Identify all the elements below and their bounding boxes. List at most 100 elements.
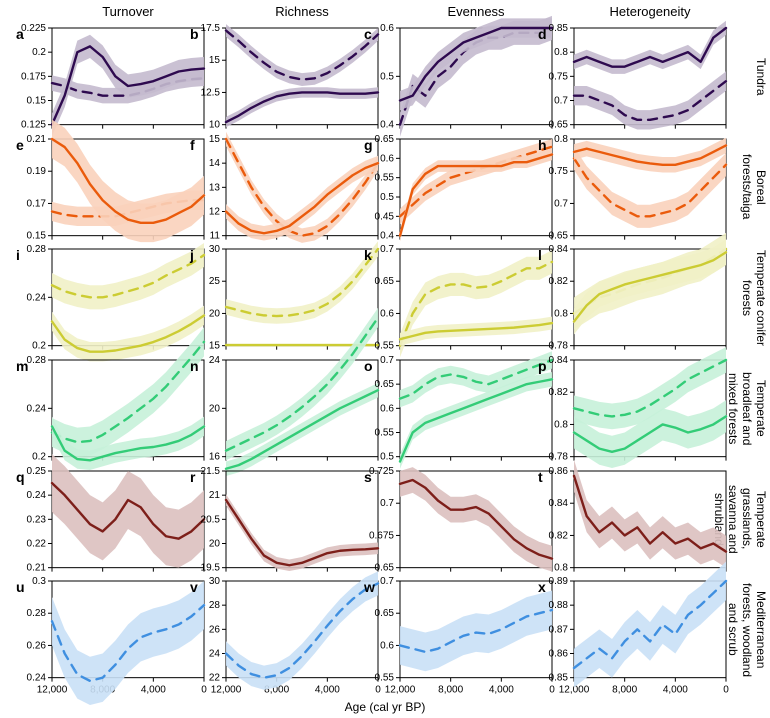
svg-text:30: 30 [209, 576, 221, 587]
panel-label: k [364, 247, 372, 263]
panel-x: 0.850.860.870.880.8912,0008,0004,0000 [574, 581, 726, 678]
row-title: Temperate conifer forests [740, 249, 768, 346]
panel-label: f [190, 137, 195, 153]
panel-w: 0.550.60.650.712,0008,0004,0000 [400, 581, 552, 678]
column-title: Richness [226, 4, 378, 19]
svg-text:0.7: 0.7 [380, 244, 394, 255]
panel-u: 0.240.260.280.312,0008,0004,0000 [52, 581, 204, 678]
svg-text:0.23: 0.23 [27, 514, 47, 525]
panel-b: 1012.51517.5 [226, 28, 378, 125]
svg-text:0.82: 0.82 [549, 530, 569, 541]
panel-c: 0.40.50.6 [400, 28, 552, 125]
svg-text:0.7: 0.7 [380, 576, 394, 587]
svg-text:0.65: 0.65 [375, 609, 395, 620]
svg-text:0.55: 0.55 [375, 172, 395, 183]
svg-text:0.24: 0.24 [27, 293, 47, 304]
svg-text:0.7: 0.7 [380, 498, 394, 509]
panel-h: 0.650.70.750.8 [574, 139, 726, 236]
svg-text:0.2: 0.2 [32, 452, 46, 463]
svg-text:0.22: 0.22 [27, 538, 47, 549]
svg-text:28: 28 [209, 600, 221, 611]
svg-text:0.725: 0.725 [369, 466, 394, 477]
svg-text:0.5: 0.5 [380, 192, 394, 203]
svg-text:0.87: 0.87 [549, 625, 569, 636]
svg-text:0.86: 0.86 [549, 649, 569, 660]
svg-text:0.75: 0.75 [549, 71, 569, 82]
svg-text:24: 24 [209, 355, 221, 366]
svg-text:0.65: 0.65 [549, 230, 569, 241]
svg-text:0.88: 0.88 [549, 600, 569, 611]
svg-text:14: 14 [209, 158, 221, 169]
svg-text:8,000: 8,000 [438, 685, 463, 696]
panel-j: 15202530 [226, 249, 378, 346]
svg-text:0.55: 0.55 [375, 341, 395, 352]
svg-text:0.65: 0.65 [375, 134, 395, 145]
svg-text:4,000: 4,000 [489, 685, 514, 696]
svg-text:21.5: 21.5 [201, 466, 221, 477]
svg-text:12,000: 12,000 [211, 685, 242, 696]
svg-text:0.6: 0.6 [380, 403, 394, 414]
svg-text:0.55: 0.55 [375, 428, 395, 439]
svg-text:20: 20 [209, 403, 221, 414]
panel-k: 0.550.60.650.7 [400, 249, 552, 346]
panel-e: 0.150.170.190.21 [52, 139, 204, 236]
svg-text:0.125: 0.125 [21, 120, 46, 131]
panel-v: 222426283012,0008,0004,0000 [226, 581, 378, 678]
panel-label: h [538, 137, 547, 153]
svg-text:0.75: 0.75 [549, 166, 569, 177]
svg-text:12,000: 12,000 [37, 685, 68, 696]
svg-text:0.25: 0.25 [27, 466, 47, 477]
svg-text:0.15: 0.15 [27, 96, 47, 107]
panel-s: 0.650.6750.70.725 [400, 471, 552, 568]
panel-label: t [538, 469, 543, 485]
svg-text:0.65: 0.65 [375, 277, 395, 288]
svg-text:0.225: 0.225 [21, 23, 46, 34]
svg-text:0.84: 0.84 [549, 355, 569, 366]
svg-text:0.65: 0.65 [549, 120, 569, 131]
svg-text:0.17: 0.17 [27, 198, 47, 209]
panel-label: o [364, 358, 373, 374]
panel-i: 0.20.240.28 [52, 249, 204, 346]
svg-text:0.5: 0.5 [380, 452, 394, 463]
svg-text:0: 0 [201, 685, 207, 696]
svg-text:0.21: 0.21 [27, 562, 47, 573]
panel-label: r [190, 469, 195, 485]
svg-text:30: 30 [209, 244, 221, 255]
svg-text:0.24: 0.24 [27, 673, 47, 684]
svg-text:12: 12 [209, 206, 221, 217]
panel-label: m [16, 358, 28, 374]
svg-text:4,000: 4,000 [315, 685, 340, 696]
panel-m: 0.20.240.28 [52, 360, 204, 457]
svg-text:0.2: 0.2 [32, 47, 46, 58]
svg-text:25: 25 [209, 277, 221, 288]
svg-text:0.26: 0.26 [27, 641, 47, 652]
panel-l: 0.780.80.820.84 [574, 249, 726, 346]
panel-label: v [190, 579, 198, 595]
svg-text:4,000: 4,000 [141, 685, 166, 696]
svg-text:0.78: 0.78 [549, 452, 569, 463]
svg-text:0: 0 [723, 685, 729, 696]
svg-text:0.84: 0.84 [549, 498, 569, 509]
svg-text:0.28: 0.28 [27, 609, 47, 620]
svg-text:13: 13 [209, 182, 221, 193]
panel-label: c [364, 26, 372, 42]
svg-text:10: 10 [209, 120, 221, 131]
svg-text:0: 0 [549, 685, 555, 696]
svg-text:0.8: 0.8 [554, 134, 568, 145]
svg-text:16: 16 [209, 452, 221, 463]
panel-q: 0.210.220.230.240.25 [52, 471, 204, 568]
svg-text:20.5: 20.5 [201, 514, 221, 525]
svg-text:0.65: 0.65 [375, 379, 395, 390]
panel-f: 1112131415 [226, 139, 378, 236]
svg-text:22: 22 [209, 673, 221, 684]
svg-text:0.82: 0.82 [549, 387, 569, 398]
panel-label: b [190, 26, 199, 42]
svg-text:0.24: 0.24 [27, 490, 47, 501]
panel-n: 162024 [226, 360, 378, 457]
panel-d: 0.650.70.750.80.85 [574, 28, 726, 125]
panel-label: e [16, 137, 24, 153]
svg-text:12,000: 12,000 [385, 685, 416, 696]
panel-r: 19.52020.52121.5 [226, 471, 378, 568]
panel-label: q [16, 469, 25, 485]
svg-text:0.85: 0.85 [549, 23, 569, 34]
